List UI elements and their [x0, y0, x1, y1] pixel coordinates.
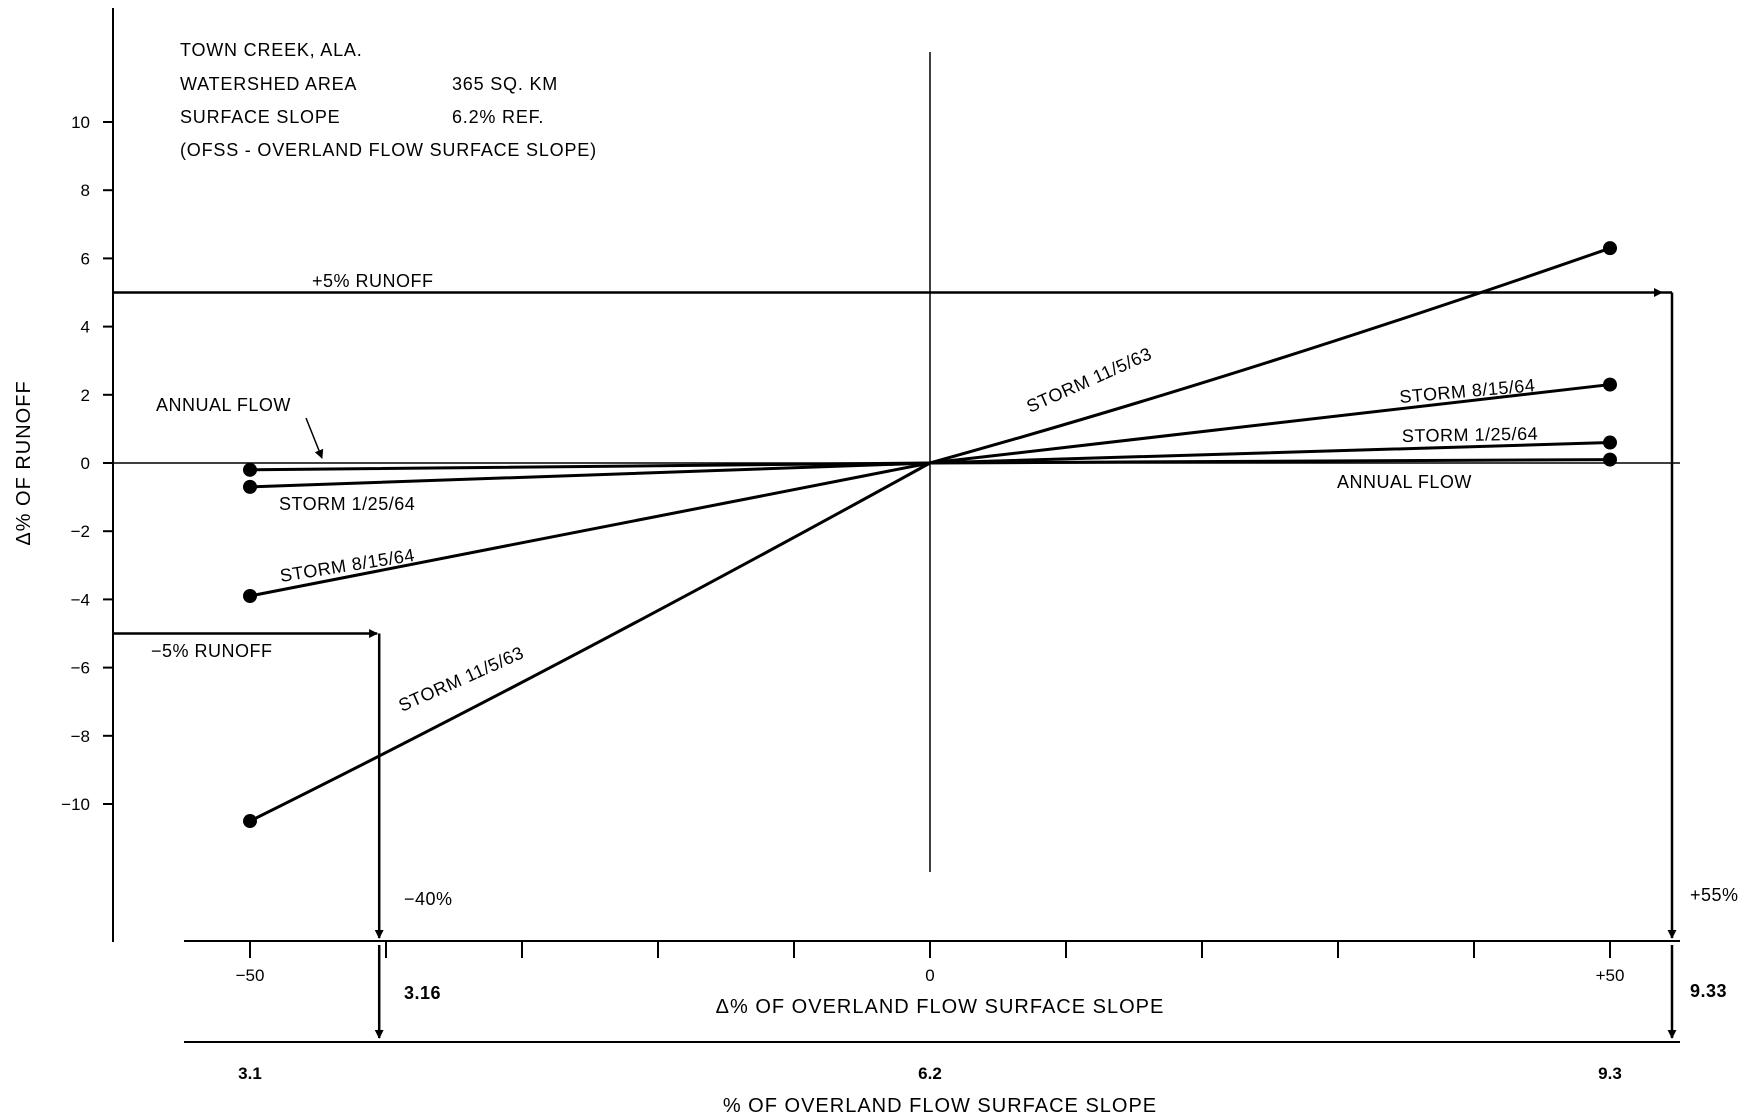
y-tick-label: 8 [81, 181, 90, 200]
y-tick-label: −2 [71, 522, 90, 541]
info-slope-value: 6.2% REF. [452, 107, 544, 127]
x2-tick-label: 6.2 [918, 1064, 942, 1083]
data-point-annual-flow [243, 462, 257, 477]
label-storm-11-5-63-lower: STORM 11/5/63 [395, 643, 526, 716]
x2-tick-label: 9.3 [1598, 1064, 1622, 1083]
series-line-annual-flow [249, 458, 1611, 472]
y-ticks: 10 8 6 4 2 0 −2 −4 −6 −8 −10 [61, 113, 113, 814]
y-tick-label: −8 [71, 727, 90, 746]
annotation-9-33: 9.33 [1690, 981, 1727, 1001]
info-slope-label: SURFACE SLOPE [180, 107, 340, 127]
y-tick-label: 10 [71, 113, 90, 132]
annotation-3-16: 3.16 [404, 983, 441, 1003]
annotation-minus40: −40% [404, 889, 453, 909]
label-storm-1-25-64-lower: STORM 1/25/64 [279, 494, 415, 514]
y-tick-label: 6 [81, 249, 90, 268]
x-ticks: −50 0 +50 3.1 6.2 9.3 [236, 941, 1625, 1083]
y-tick-label: 2 [81, 386, 90, 405]
y-tick-label: −4 [71, 590, 90, 609]
data-point-storm-1-25-64 [243, 479, 257, 494]
label-storm-1-25-64-upper: STORM 1/25/64 [1402, 424, 1539, 446]
annotation-plus55: +55% [1690, 885, 1739, 905]
annual-flow-pointer-arrow [305, 417, 324, 459]
y-axis-label: Δ% OF RUNOFF [13, 380, 35, 545]
x-axis-label: Δ% OF OVERLAND FLOW SURFACE SLOPE [716, 996, 1165, 1018]
data-point-storm-8-15-64 [1603, 377, 1617, 392]
y-tick-label: 4 [81, 318, 90, 337]
x-tick-label: 0 [925, 966, 934, 985]
annotation-plus5-runoff: +5% RUNOFF [312, 271, 434, 291]
data-point-storm-11-5-63 [1603, 241, 1617, 256]
series-group [243, 241, 1617, 829]
y-tick-label: −6 [71, 659, 90, 678]
data-point-storm-1-25-64 [1603, 435, 1617, 450]
label-annual-flow-right: ANNUAL FLOW [1337, 472, 1472, 492]
y-tick-label: 0 [81, 454, 90, 473]
info-area-value: 365 SQ. KM [452, 74, 558, 94]
data-point-storm-8-15-64 [243, 588, 257, 603]
label-storm-8-15-64-lower: STORM 8/15/64 [278, 545, 416, 586]
y-tick-label: −10 [61, 795, 90, 814]
x2-tick-label: 3.1 [238, 1064, 262, 1083]
x-tick-label: +50 [1596, 966, 1625, 985]
info-location: TOWN CREEK, ALA. [180, 40, 363, 60]
info-ofss-note: (OFSS - OVERLAND FLOW SURFACE SLOPE) [180, 140, 597, 160]
x2-axis-label: % OF OVERLAND FLOW SURFACE SLOPE [723, 1095, 1157, 1117]
axes [112, 8, 1680, 1043]
info-area-label: WATERSHED AREA [180, 74, 357, 94]
label-storm-11-5-63-upper: STORM 11/5/63 [1023, 344, 1154, 417]
guide-arrows [113, 288, 1677, 1039]
x-tick-label: −50 [236, 966, 265, 985]
data-point-annual-flow [1603, 452, 1617, 467]
annotation-minus5-runoff: −5% RUNOFF [151, 641, 273, 661]
data-point-storm-11-5-63 [243, 814, 257, 829]
label-annual-flow-left: ANNUAL FLOW [156, 395, 291, 415]
